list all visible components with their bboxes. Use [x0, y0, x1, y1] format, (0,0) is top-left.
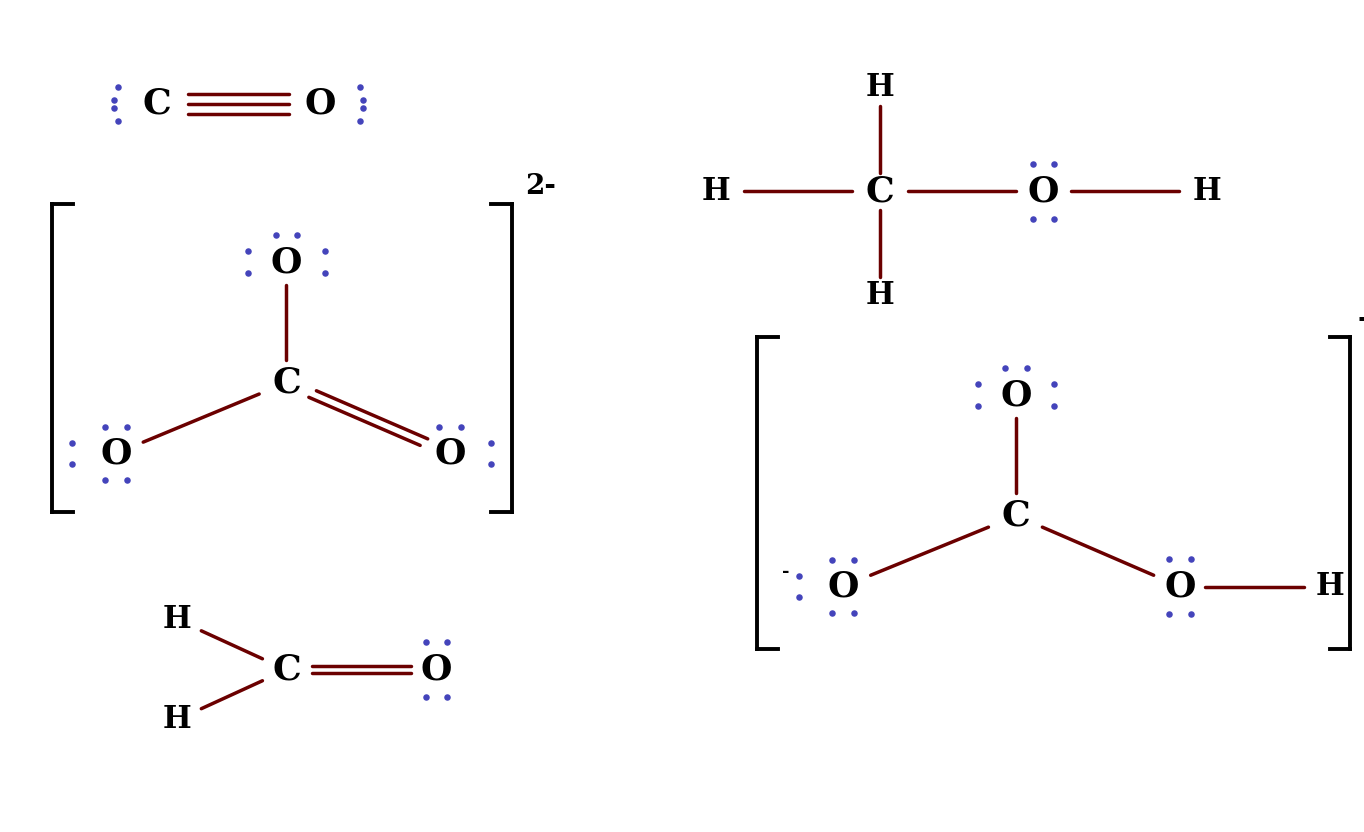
- Point: [314, 245, 336, 258]
- Text: H: H: [865, 72, 895, 103]
- Point: [94, 473, 116, 487]
- Point: [314, 266, 336, 280]
- Point: [436, 691, 458, 704]
- Point: [61, 436, 83, 449]
- Text: H: H: [1315, 571, 1345, 602]
- Point: [1022, 212, 1043, 225]
- Text: O: O: [100, 437, 132, 470]
- Point: [480, 436, 502, 449]
- Point: [116, 420, 138, 433]
- Text: 2-: 2-: [525, 173, 557, 200]
- Point: [1043, 212, 1065, 225]
- Point: [1043, 157, 1065, 171]
- Text: O: O: [270, 245, 303, 279]
- Text: O: O: [420, 653, 453, 686]
- Point: [116, 473, 138, 487]
- Point: [106, 115, 128, 128]
- Point: [1158, 607, 1180, 621]
- Point: [286, 228, 308, 241]
- Point: [1022, 157, 1043, 171]
- Text: C: C: [142, 87, 172, 121]
- Point: [967, 399, 989, 413]
- Point: [352, 102, 374, 115]
- Point: [352, 93, 374, 106]
- Text: H: H: [162, 704, 192, 735]
- Point: [237, 245, 259, 258]
- Text: C: C: [1001, 499, 1031, 532]
- Point: [821, 607, 843, 620]
- Text: O: O: [1163, 570, 1196, 603]
- Point: [237, 266, 259, 280]
- Point: [1180, 552, 1202, 566]
- Point: [1016, 361, 1038, 374]
- Point: [104, 102, 125, 115]
- Point: [994, 361, 1016, 374]
- Point: [415, 636, 436, 649]
- Point: [1043, 378, 1065, 391]
- Point: [1158, 552, 1180, 566]
- Point: [265, 228, 286, 241]
- Point: [450, 420, 472, 433]
- Point: [104, 93, 125, 106]
- Point: [428, 420, 450, 433]
- Point: [788, 591, 810, 604]
- Point: [480, 458, 502, 471]
- Point: [1180, 607, 1202, 621]
- Point: [349, 115, 371, 128]
- Text: C: C: [865, 175, 895, 208]
- Point: [967, 378, 989, 391]
- Point: [61, 458, 83, 471]
- Text: C: C: [271, 653, 301, 686]
- Text: H: H: [865, 280, 895, 311]
- Point: [349, 80, 371, 93]
- Point: [106, 80, 128, 93]
- Text: H: H: [1192, 176, 1222, 207]
- Point: [788, 569, 810, 582]
- Text: O: O: [827, 570, 859, 603]
- Text: H: H: [162, 604, 192, 636]
- Point: [436, 636, 458, 649]
- Text: -: -: [1357, 306, 1364, 333]
- Point: [843, 553, 865, 567]
- Text: O: O: [304, 87, 337, 121]
- Point: [1043, 399, 1065, 413]
- Point: [415, 691, 436, 704]
- Point: [821, 553, 843, 567]
- Text: O: O: [434, 437, 466, 470]
- Point: [94, 420, 116, 433]
- Point: [843, 607, 865, 620]
- Text: -: -: [782, 562, 790, 581]
- Text: C: C: [271, 366, 301, 399]
- Text: O: O: [1000, 379, 1033, 412]
- Text: H: H: [701, 176, 731, 207]
- Text: O: O: [1027, 175, 1060, 208]
